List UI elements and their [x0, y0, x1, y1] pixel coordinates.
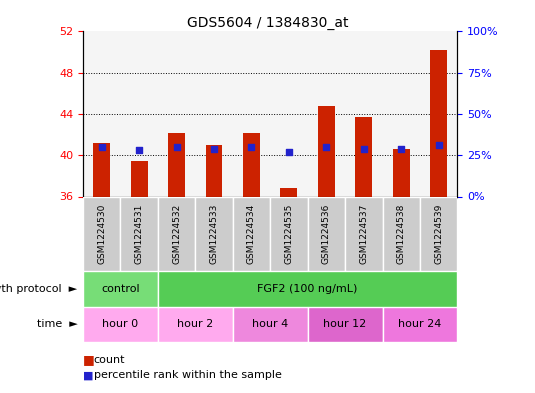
- Bar: [233, 196, 270, 271]
- Bar: [93, 143, 110, 196]
- Bar: [355, 117, 372, 196]
- Text: GSM1224538: GSM1224538: [397, 204, 406, 264]
- Point: [97, 144, 106, 150]
- Text: GSM1224531: GSM1224531: [135, 204, 143, 264]
- Text: GSM1224535: GSM1224535: [285, 204, 293, 264]
- Bar: [280, 188, 297, 196]
- Text: time  ►: time ►: [37, 319, 78, 329]
- Text: hour 24: hour 24: [398, 319, 442, 329]
- Bar: [83, 307, 158, 342]
- Text: FGF2 (100 ng/mL): FGF2 (100 ng/mL): [257, 284, 358, 294]
- Bar: [430, 50, 447, 196]
- Text: GSM1224536: GSM1224536: [322, 204, 331, 264]
- Point: [172, 144, 181, 150]
- Bar: [308, 196, 345, 271]
- Point: [135, 147, 143, 153]
- Bar: [205, 145, 223, 196]
- Point: [434, 142, 443, 149]
- Bar: [168, 132, 185, 196]
- Bar: [120, 196, 158, 271]
- Point: [210, 145, 218, 152]
- Text: GSM1224530: GSM1224530: [97, 204, 106, 264]
- Point: [322, 144, 331, 150]
- Bar: [383, 307, 457, 342]
- Bar: [131, 162, 148, 196]
- Point: [360, 145, 368, 152]
- Text: GDS5604 / 1384830_at: GDS5604 / 1384830_at: [187, 16, 348, 30]
- Point: [285, 149, 293, 155]
- Bar: [270, 196, 308, 271]
- Text: hour 4: hour 4: [252, 319, 288, 329]
- Bar: [158, 196, 195, 271]
- Text: percentile rank within the sample: percentile rank within the sample: [94, 370, 281, 380]
- Bar: [345, 196, 383, 271]
- Bar: [83, 196, 120, 271]
- Bar: [420, 196, 457, 271]
- Bar: [243, 132, 260, 196]
- Text: GSM1224532: GSM1224532: [172, 204, 181, 264]
- Text: control: control: [101, 284, 140, 294]
- Text: GSM1224537: GSM1224537: [360, 204, 368, 264]
- Text: hour 2: hour 2: [177, 319, 213, 329]
- Text: ■: ■: [83, 353, 95, 366]
- Text: GSM1224533: GSM1224533: [210, 204, 218, 264]
- Text: hour 12: hour 12: [324, 319, 366, 329]
- Text: hour 0: hour 0: [102, 319, 139, 329]
- Bar: [308, 307, 383, 342]
- Bar: [393, 149, 410, 196]
- Bar: [195, 196, 233, 271]
- Point: [397, 145, 406, 152]
- Bar: [83, 271, 158, 307]
- Text: GSM1224539: GSM1224539: [434, 204, 443, 264]
- Bar: [318, 106, 335, 196]
- Bar: [383, 196, 420, 271]
- Bar: [158, 307, 233, 342]
- Bar: [158, 271, 457, 307]
- Text: growth protocol  ►: growth protocol ►: [0, 284, 78, 294]
- Bar: [233, 307, 308, 342]
- Point: [247, 144, 256, 150]
- Text: ■: ■: [83, 370, 94, 380]
- Text: GSM1224534: GSM1224534: [247, 204, 256, 264]
- Text: count: count: [94, 354, 125, 365]
